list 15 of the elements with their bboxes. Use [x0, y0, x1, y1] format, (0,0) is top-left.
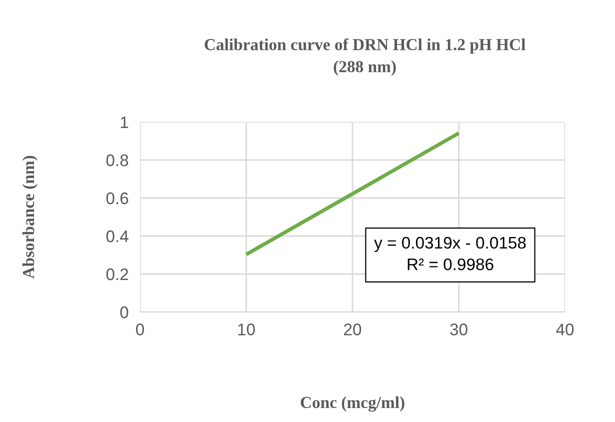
y-tick-label: 0	[120, 306, 128, 318]
y-tick-label: 1	[120, 116, 128, 128]
y-tick-label: 0.4	[106, 230, 128, 242]
y-tick-label: 0.2	[106, 268, 128, 280]
chart-title: Calibration curve of DRN HCl in 1.2 pH HCl (288 nm)	[204, 38, 526, 76]
y-axis-title: Absorbance (nm)	[22, 156, 38, 279]
x-tick-label: 0	[136, 324, 144, 336]
y-tick-label: 0.8	[106, 154, 128, 166]
x-tick-label: 10	[238, 324, 255, 336]
x-tick-label: 20	[344, 324, 362, 336]
x-axis-title: Conc (mcg/ml)	[300, 396, 404, 412]
annotation: y = 0.0319x - 0.0158 R² = 0.9986	[374, 236, 526, 270]
y-tick-label: 0.6	[106, 192, 128, 204]
x-tick-label: 30	[450, 324, 468, 336]
x-tick-label: 40	[556, 324, 574, 336]
